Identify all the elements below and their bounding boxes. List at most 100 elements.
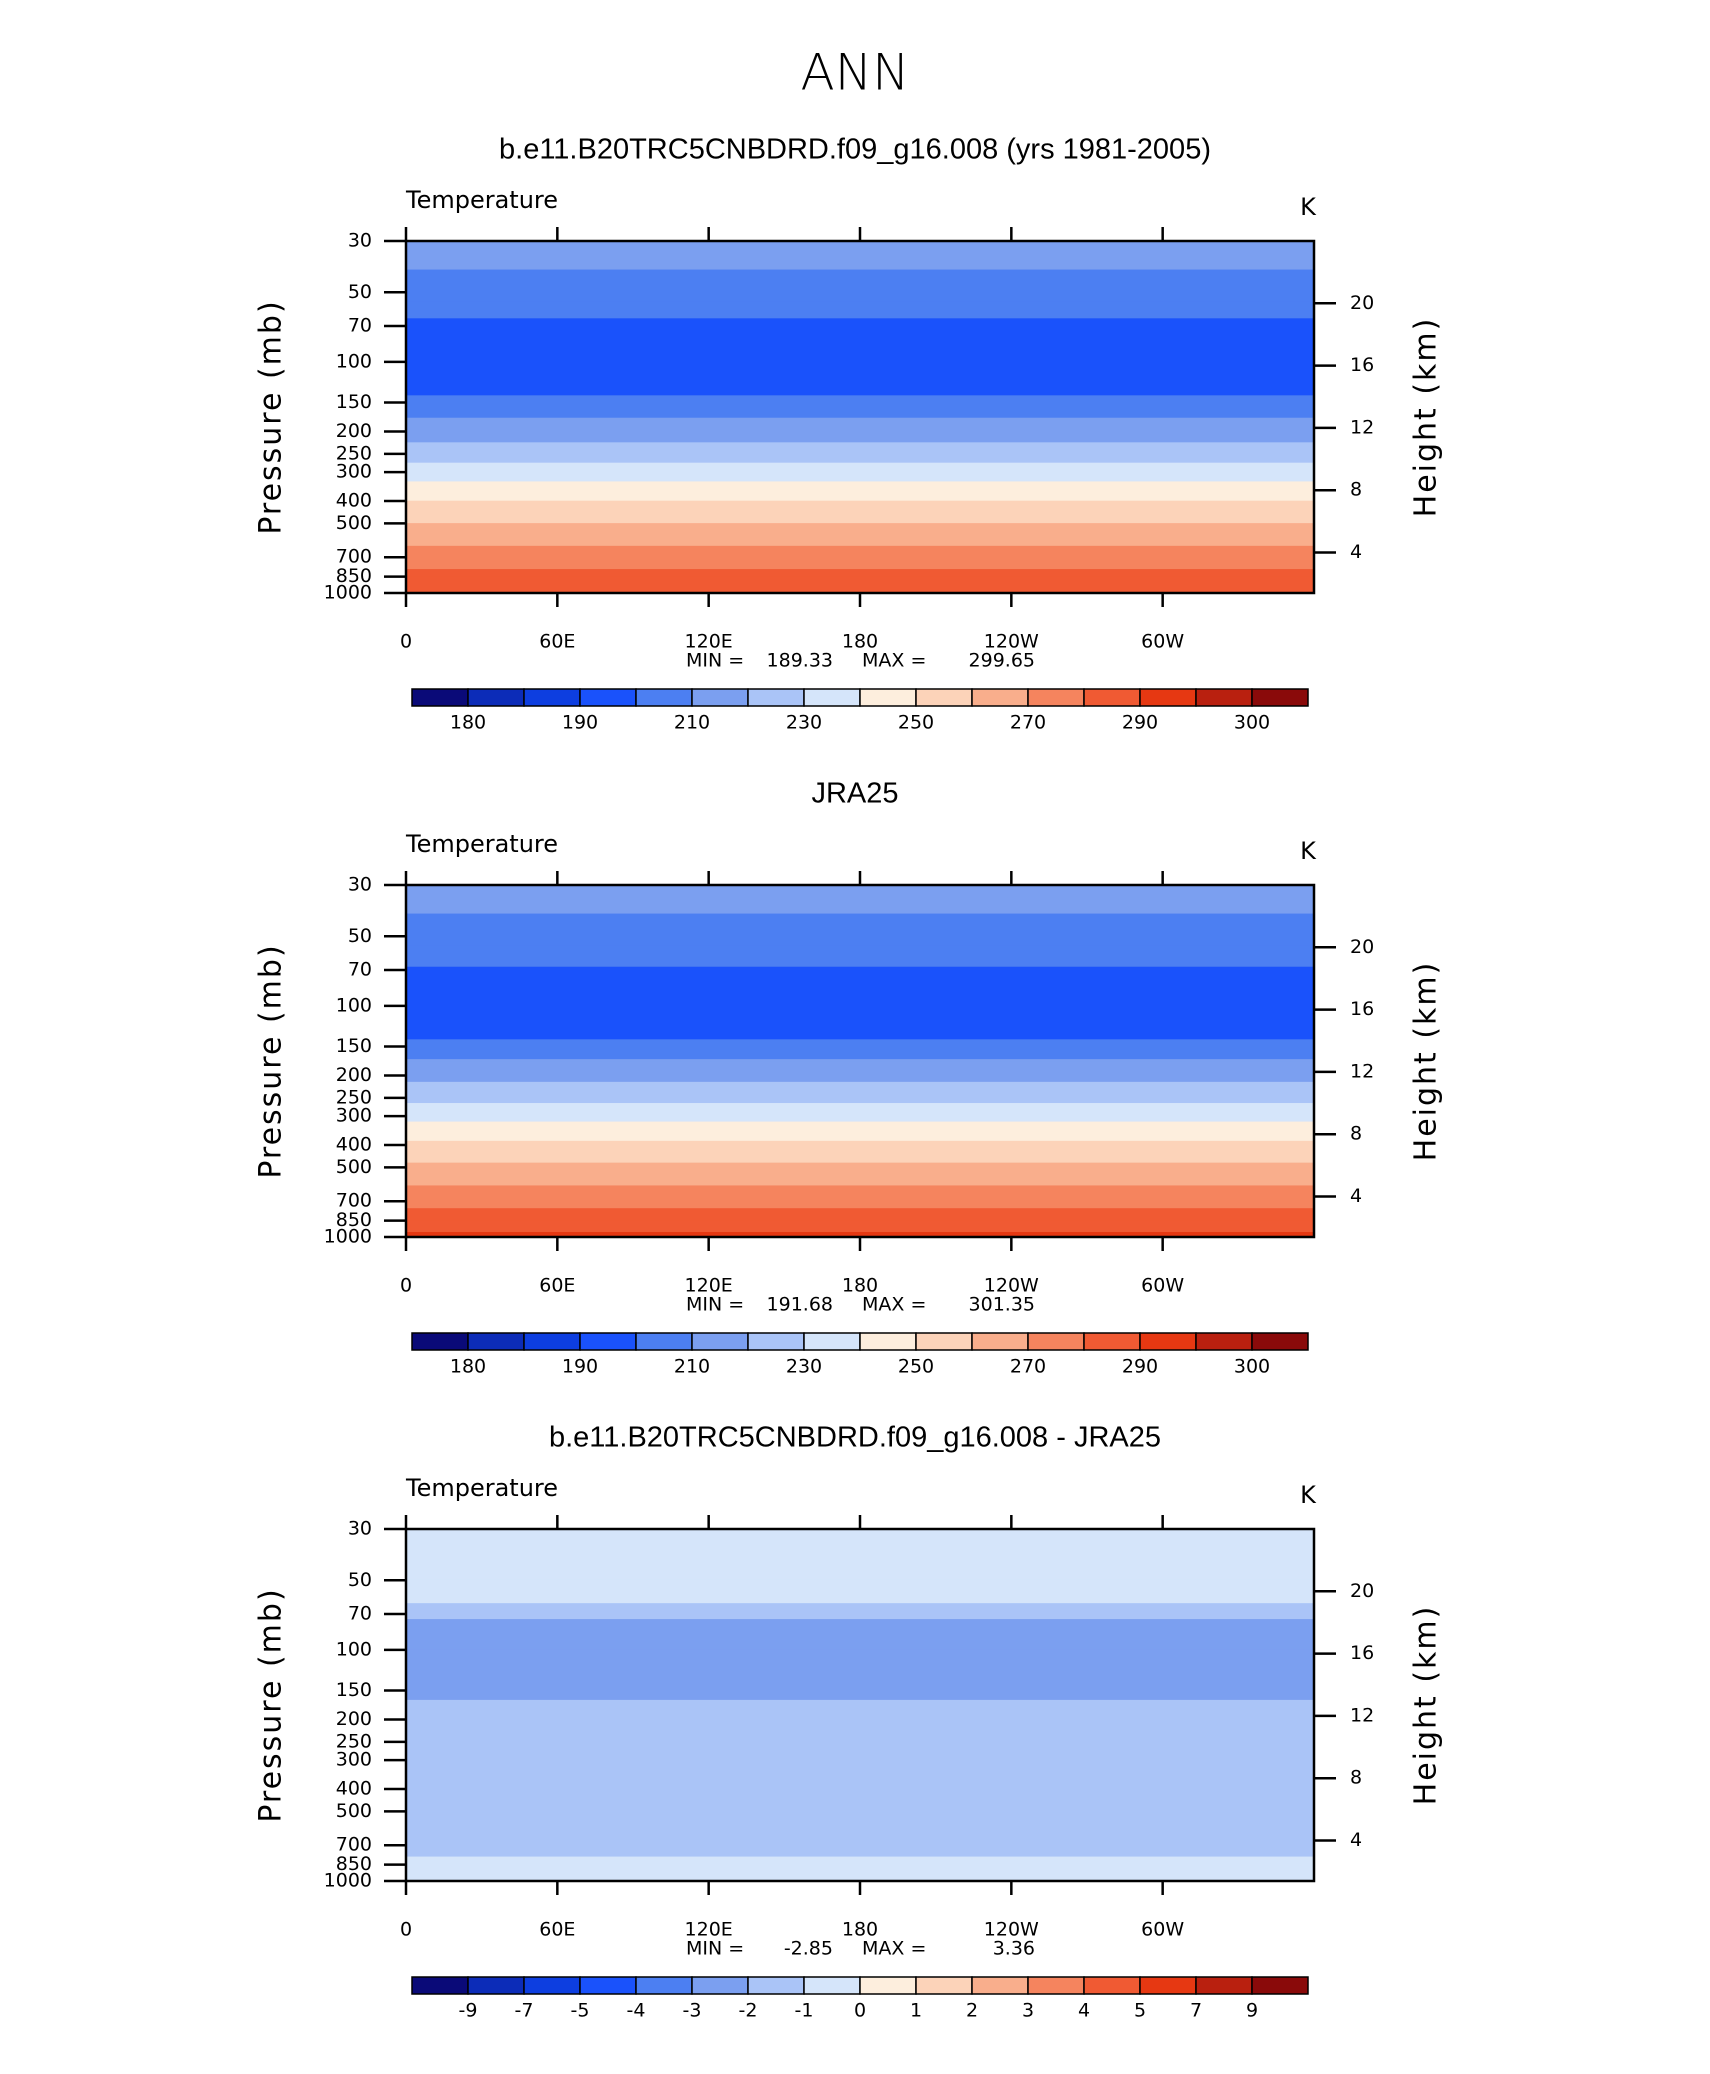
y2-tick-label: 4	[1350, 1829, 1362, 1851]
contour-band	[406, 1232, 1314, 1238]
y2-tick-label: 20	[1350, 292, 1374, 314]
y2-axis-title: Height (km)	[1409, 317, 1444, 518]
max-value: 301.35	[969, 1294, 1035, 1316]
contour-band	[406, 402, 1314, 419]
y-tick-label: 400	[336, 1134, 372, 1156]
y2-tick-label: 12	[1350, 1704, 1374, 1726]
y2-axis-title: Height (km)	[1409, 1605, 1444, 1806]
contour-band	[406, 240, 1314, 271]
y-tick-label: 500	[336, 1156, 372, 1178]
colorbar-box	[971, 1332, 1029, 1351]
contour-band	[406, 1162, 1314, 1168]
contour-band	[406, 1005, 1314, 1040]
contour-band	[406, 884, 1314, 915]
contour-band	[406, 1103, 1314, 1117]
x-tick-label: 0	[400, 1275, 412, 1297]
contour-band	[406, 431, 1314, 443]
y-tick-label: 150	[336, 1035, 372, 1057]
colorbar-box	[971, 1976, 1029, 1995]
y-tick-label: 400	[336, 1778, 372, 1800]
colorbar-box	[803, 688, 861, 707]
contour-band	[406, 1603, 1314, 1620]
colorbar-label: 2	[966, 2000, 978, 2022]
x-tick-label: 180	[842, 1275, 878, 1297]
min-label: MIN =	[686, 1938, 744, 1960]
figure-title: ANN	[800, 44, 909, 102]
colorbar-label: 270	[1010, 712, 1046, 734]
max-label: MAX =	[862, 1938, 926, 1960]
contour-band	[406, 1856, 1314, 1865]
x-tick-label: 120E	[685, 1275, 733, 1297]
colorbar-box	[467, 688, 525, 707]
contour-band	[406, 1121, 1314, 1127]
colorbar-box	[915, 1332, 973, 1351]
contour-band	[406, 1690, 1314, 1701]
contour-band	[406, 523, 1314, 543]
colorbar-label: 9	[1246, 2000, 1258, 2022]
y2-axis-title: Height (km)	[1409, 961, 1444, 1162]
contour-band	[406, 1579, 1314, 1603]
y2-tick-label: 4	[1350, 1185, 1362, 1207]
units: K	[1300, 193, 1317, 221]
y-tick-label: 100	[336, 350, 372, 372]
subtitle: Temperature	[405, 1474, 558, 1502]
y-tick-label: 500	[336, 1800, 372, 1822]
colorbar-box	[1139, 1976, 1197, 1995]
colorbar-box	[467, 1332, 525, 1351]
colorbar-label: 190	[562, 1356, 598, 1378]
colorbar-box	[1195, 688, 1253, 707]
colorbar-box	[1139, 1332, 1197, 1351]
colorbar-label: 250	[898, 712, 934, 734]
y-tick-label: 1000	[324, 1226, 372, 1248]
colorbar-box	[803, 1332, 861, 1351]
y2-tick-label: 16	[1350, 1642, 1374, 1664]
y-tick-label: 700	[336, 1190, 372, 1212]
x-tick-label: 60W	[1141, 631, 1184, 653]
y-tick-label: 400	[336, 490, 372, 512]
colorbar-label: 230	[786, 712, 822, 734]
contour-band	[406, 1200, 1314, 1209]
contour-band	[406, 1699, 1314, 1720]
contour-band	[406, 453, 1314, 464]
y2-tick-label: 16	[1350, 354, 1374, 376]
contour-band	[406, 541, 1314, 547]
colorbar-box	[747, 688, 805, 707]
colorbar-box	[411, 688, 469, 707]
min-value: 189.33	[767, 650, 833, 672]
contour-band	[406, 1140, 1314, 1146]
colorbar-box	[1251, 1976, 1309, 1995]
y-axis-title: Pressure (mb)	[254, 299, 289, 534]
panel-title: b.e11.B20TRC5CNBDRD.f09_g16.008 (yrs 198…	[499, 134, 1211, 166]
contour-band	[406, 1601, 1314, 1604]
contour-band	[406, 1864, 1314, 1882]
colorbar-box	[635, 1976, 693, 1995]
contour-band	[406, 966, 1314, 971]
contour-band	[406, 1061, 1314, 1076]
min-label: MIN =	[686, 650, 744, 672]
y2-tick-label: 16	[1350, 998, 1374, 1020]
contour-band	[406, 1144, 1314, 1164]
y-tick-label: 250	[336, 442, 372, 464]
contour-band	[406, 1115, 1314, 1123]
y-tick-label: 300	[336, 1105, 372, 1127]
colorbar-label: 300	[1234, 1356, 1270, 1378]
colorbar-label: 230	[786, 1356, 822, 1378]
y2-tick-label: 8	[1350, 479, 1362, 501]
colorbar-label: 3	[1022, 2000, 1034, 2022]
colorbar-box	[859, 688, 917, 707]
y2-tick-label: 20	[1350, 1580, 1374, 1602]
y-tick-label: 700	[336, 546, 372, 568]
colorbar-label: 0	[854, 2000, 866, 2022]
colorbar-label: 290	[1122, 712, 1158, 734]
contour-band	[406, 1619, 1314, 1622]
panel-title: b.e11.B20TRC5CNBDRD.f09_g16.008 - JRA25	[549, 1422, 1161, 1454]
y2-tick-label: 8	[1350, 1123, 1362, 1145]
colorbar-label: 290	[1122, 1356, 1158, 1378]
colorbar-box	[1083, 688, 1141, 707]
y-tick-label: 200	[336, 1064, 372, 1086]
colorbar-label: 190	[562, 712, 598, 734]
contour-band	[406, 545, 1314, 558]
colorbar-box	[915, 1976, 973, 1995]
colorbar-label: -2	[739, 2000, 758, 2022]
y-tick-label: 300	[336, 1749, 372, 1771]
